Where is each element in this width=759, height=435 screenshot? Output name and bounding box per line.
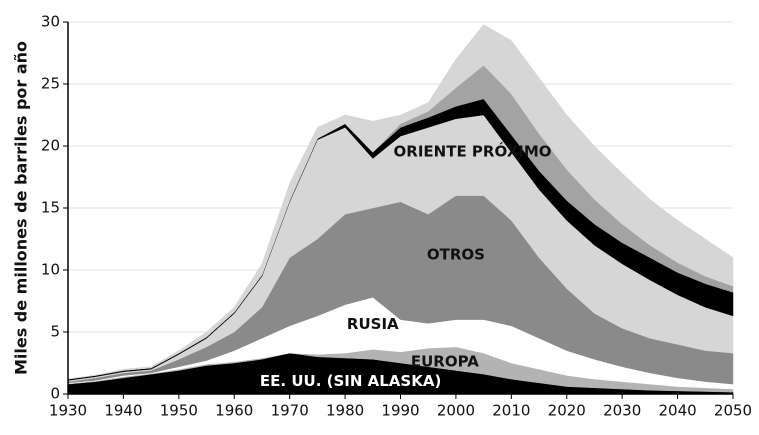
y-tick-label: 0 [50,385,60,403]
x-tick-label: 1970 [271,402,309,420]
x-tick-label: 1940 [104,402,142,420]
series-label: EE. UU. (SIN ALASKA) [260,372,441,390]
x-tick-label: 2040 [658,402,696,420]
series-label: OTROS [427,246,485,264]
x-tick-label: 2020 [548,402,586,420]
x-tick-label: 2000 [437,402,475,420]
y-tick-label: 20 [41,137,60,155]
x-tick-label: 1930 [49,402,87,420]
x-tick-label: 2010 [492,402,530,420]
y-tick-label: 10 [41,261,60,279]
y-axis-label: Miles de millones de barriles por año [12,41,31,375]
x-tick-label: 1960 [215,402,253,420]
area [67,24,734,380]
x-tick-label: 1950 [160,402,198,420]
y-tick-label: 5 [50,323,60,341]
series-label: RUSIA [347,315,399,333]
y-tick-label: 25 [41,75,60,93]
y-tick-label: 15 [41,199,60,217]
series-label: EUROPA [411,352,479,370]
x-tick-label: 1980 [326,402,364,420]
series-label: ORIENTE PRÓXIMO [394,142,552,161]
x-tick-label: 2030 [603,402,641,420]
x-tick-label: 1990 [381,402,419,420]
y-tick-label: 30 [41,13,60,31]
x-tick-label: 2050 [714,402,752,420]
